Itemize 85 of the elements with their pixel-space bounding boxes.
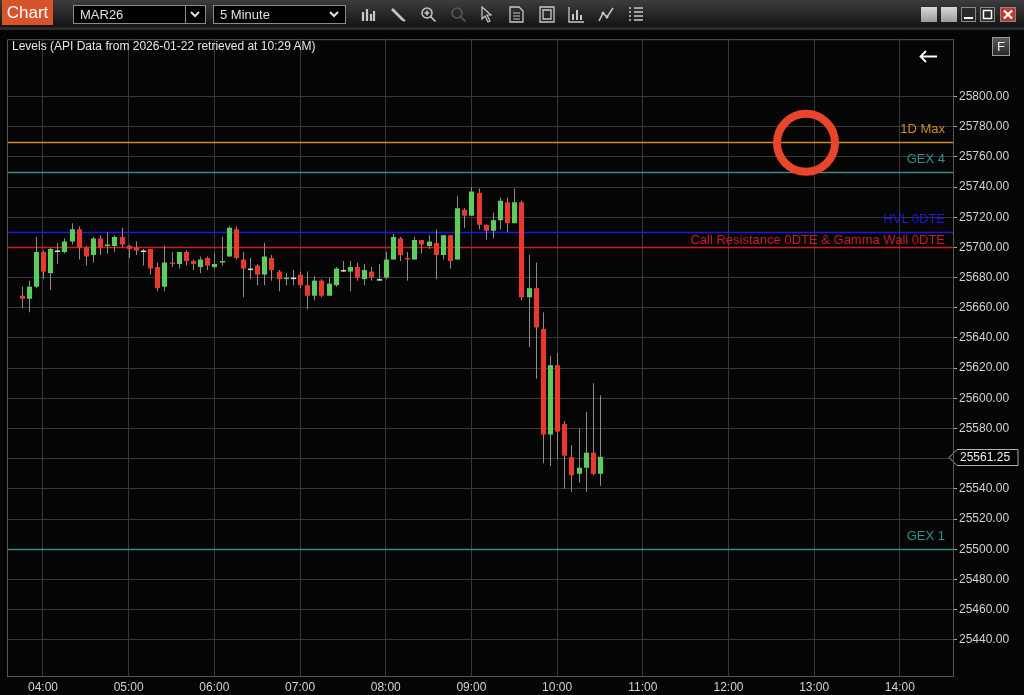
y-tick-label: 25680.00 <box>959 269 1010 284</box>
candlestick <box>354 262 361 282</box>
candlestick <box>390 233 397 261</box>
ref-line-label: 1D Max <box>900 120 946 136</box>
x-tick-label: 06:00 <box>199 679 230 694</box>
ref-line-label: HVL 0DTE <box>883 211 946 227</box>
y-tick-label: 25480.00 <box>959 571 1010 586</box>
y-tick-label: 25700.00 <box>959 239 1010 254</box>
y-tick-label: 25500.00 <box>959 541 1010 556</box>
x-tick-label: 10:00 <box>542 679 573 694</box>
x-tick-label: 08:00 <box>370 679 402 694</box>
y-tick-label: 25660.00 <box>959 300 1010 315</box>
candlestick <box>219 236 226 267</box>
candlestick <box>333 266 340 288</box>
ref-line-label: Call Resistance 0DTE & Gamma Wall 0DTE <box>690 232 946 248</box>
text: Chart <box>2 0 53 25</box>
candlestick <box>54 242 61 265</box>
candlestick <box>383 251 390 280</box>
candlestick <box>90 236 97 264</box>
candlestick <box>347 260 354 292</box>
candlestick <box>83 245 90 267</box>
candlestick <box>590 382 597 476</box>
candlestick <box>311 275 318 301</box>
y-tick-label: 25600.00 <box>959 390 1010 405</box>
candlestick <box>261 242 268 286</box>
x-tick-label: 05:00 <box>113 679 145 694</box>
x-tick-label: 07:00 <box>285 679 316 694</box>
candlestick <box>119 227 126 248</box>
y-tick-label: 25520.00 <box>959 511 1010 526</box>
chart-title: Levels (API Data from 2026-01-22 retrieved at 10:29 AM) <box>12 38 316 53</box>
candlestick <box>304 271 311 310</box>
text: MAR26 <box>73 5 191 24</box>
candlestick <box>69 222 76 245</box>
x-tick-label: 11:00 <box>628 679 658 694</box>
y-tick-label: 25780.00 <box>959 119 1010 134</box>
candlestick <box>511 188 518 224</box>
candlestick <box>440 234 447 261</box>
y-tick-label: 25580.00 <box>959 420 1010 435</box>
text: 25561.25 <box>960 450 1011 465</box>
candlestick <box>240 251 247 298</box>
y-tick-label: 25540.00 <box>959 481 1010 496</box>
candlestick <box>433 228 440 280</box>
y-tick-label: 25440.00 <box>959 632 1010 647</box>
candlestick <box>26 280 33 313</box>
candlestick <box>597 394 604 487</box>
candlestick <box>97 234 104 256</box>
y-tick-label: 25620.00 <box>959 360 1010 375</box>
y-tick-label: 25460.00 <box>959 601 1010 616</box>
candlestick <box>568 444 575 493</box>
letter-button: F <box>992 37 1010 56</box>
ref-line-label: GEX 4 <box>906 150 945 166</box>
x-tick-label: 13:00 <box>799 679 830 694</box>
x-tick-label: 04:00 <box>27 679 59 694</box>
candlestick <box>526 254 533 348</box>
candlestick <box>504 197 511 233</box>
y-tick-label: 25640.00 <box>959 330 1010 345</box>
candlestick <box>276 269 283 292</box>
x-tick-label: 14:00 <box>884 679 916 694</box>
candlestick <box>326 277 333 297</box>
candlestick <box>154 262 161 292</box>
x-tick-label: 12:00 <box>713 679 744 694</box>
y-tick-label: 25720.00 <box>959 209 1010 224</box>
candlestick <box>411 236 418 261</box>
candlestick <box>461 207 468 229</box>
ref-line-label: GEX 1 <box>906 528 945 544</box>
candlestick <box>497 197 504 230</box>
candlestick <box>254 263 261 286</box>
candlestick <box>40 249 47 280</box>
y-tick-label: 25740.00 <box>959 179 1010 194</box>
candlestick <box>318 278 325 298</box>
candlestick <box>268 254 275 282</box>
text: 5 Minute <box>213 5 346 24</box>
candlestick <box>361 263 368 286</box>
candlestick <box>583 411 590 493</box>
candlestick <box>147 248 154 276</box>
candlestick <box>576 428 583 484</box>
candlestick <box>404 251 411 282</box>
candlestick <box>76 225 83 261</box>
y-tick-label: 25760.00 <box>959 149 1010 164</box>
candlestick <box>490 212 497 239</box>
candlestick <box>397 236 404 262</box>
candlestick <box>19 286 26 309</box>
y-tick-label: 25800.00 <box>959 88 1010 103</box>
x-tick-label: 09:00 <box>456 679 487 694</box>
candlestick <box>104 231 111 254</box>
